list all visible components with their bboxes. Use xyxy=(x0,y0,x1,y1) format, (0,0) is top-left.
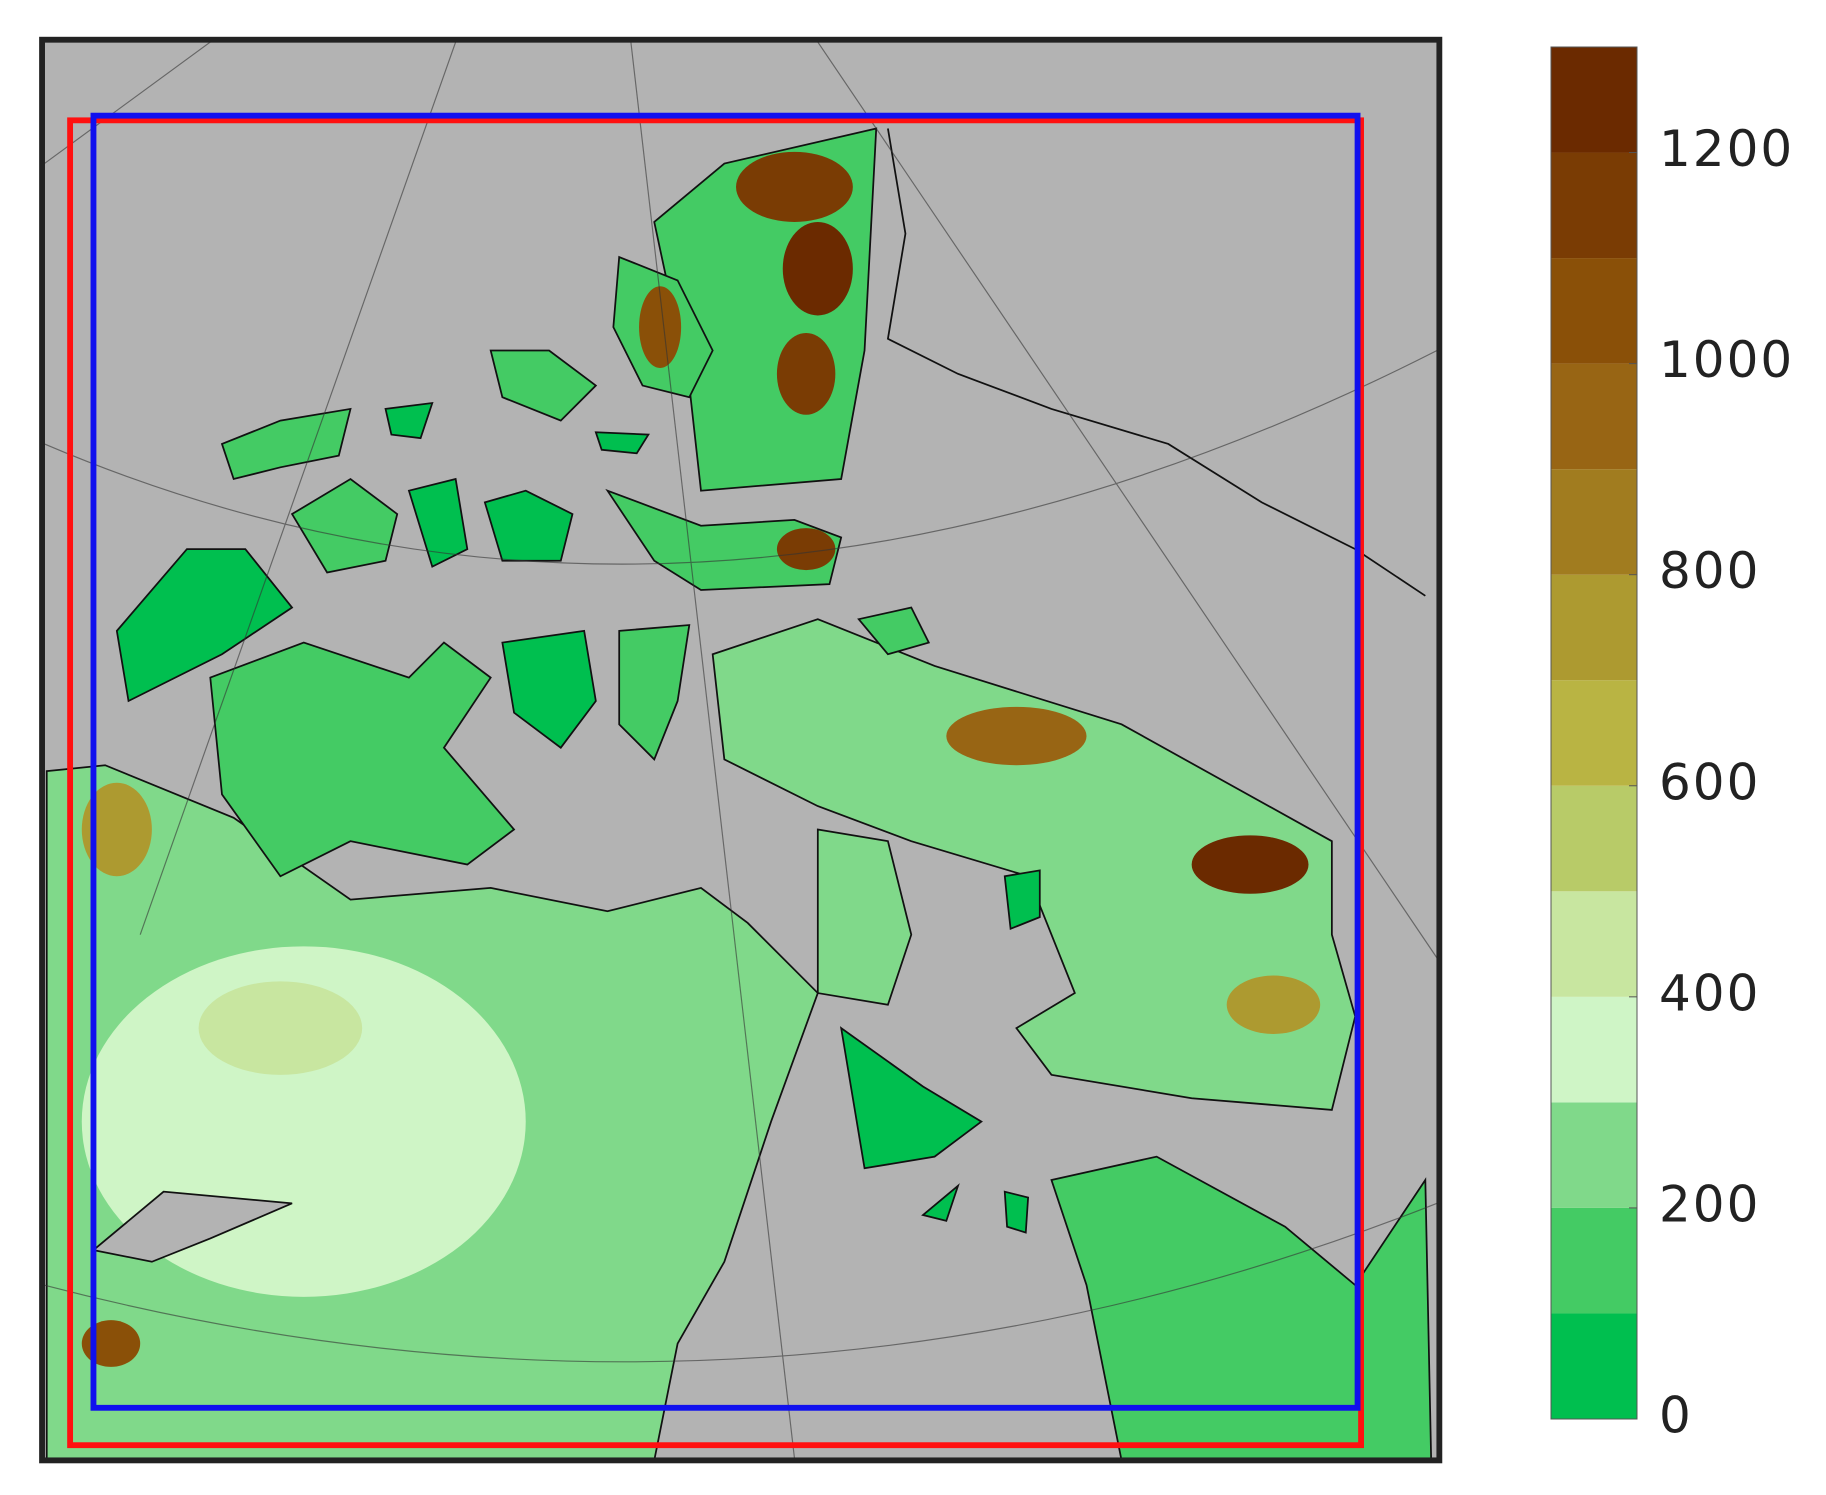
outer-domain xyxy=(67,117,1364,1449)
tick-label: 0 xyxy=(1659,1387,1693,1445)
color-band xyxy=(1551,1207,1637,1314)
inner-domain xyxy=(90,112,1361,1411)
tick-label: 600 xyxy=(1659,753,1760,811)
colorbar-frame xyxy=(1550,46,1638,1420)
color-band xyxy=(1551,1102,1637,1208)
land xyxy=(45,127,1432,1459)
tick-label: 200 xyxy=(1659,1175,1760,1233)
color-band xyxy=(1551,891,1637,997)
color-band xyxy=(1551,1313,1637,1419)
color-band xyxy=(1551,574,1637,681)
map xyxy=(39,36,1443,1464)
tick-label: 1200 xyxy=(1659,120,1794,178)
graticule xyxy=(44,42,1438,1459)
color-band xyxy=(1551,996,1637,1103)
map-frame xyxy=(39,36,1443,1464)
tick-label: 800 xyxy=(1659,542,1760,600)
color-band xyxy=(1551,152,1637,259)
color-band xyxy=(1551,258,1637,364)
color-band xyxy=(1551,680,1637,786)
tick-label: 400 xyxy=(1659,964,1760,1022)
tick-label: 1000 xyxy=(1659,331,1794,389)
color-band xyxy=(1551,785,1637,892)
color-band xyxy=(1551,363,1637,470)
color-band xyxy=(1551,469,1637,575)
color-band xyxy=(1551,47,1637,153)
